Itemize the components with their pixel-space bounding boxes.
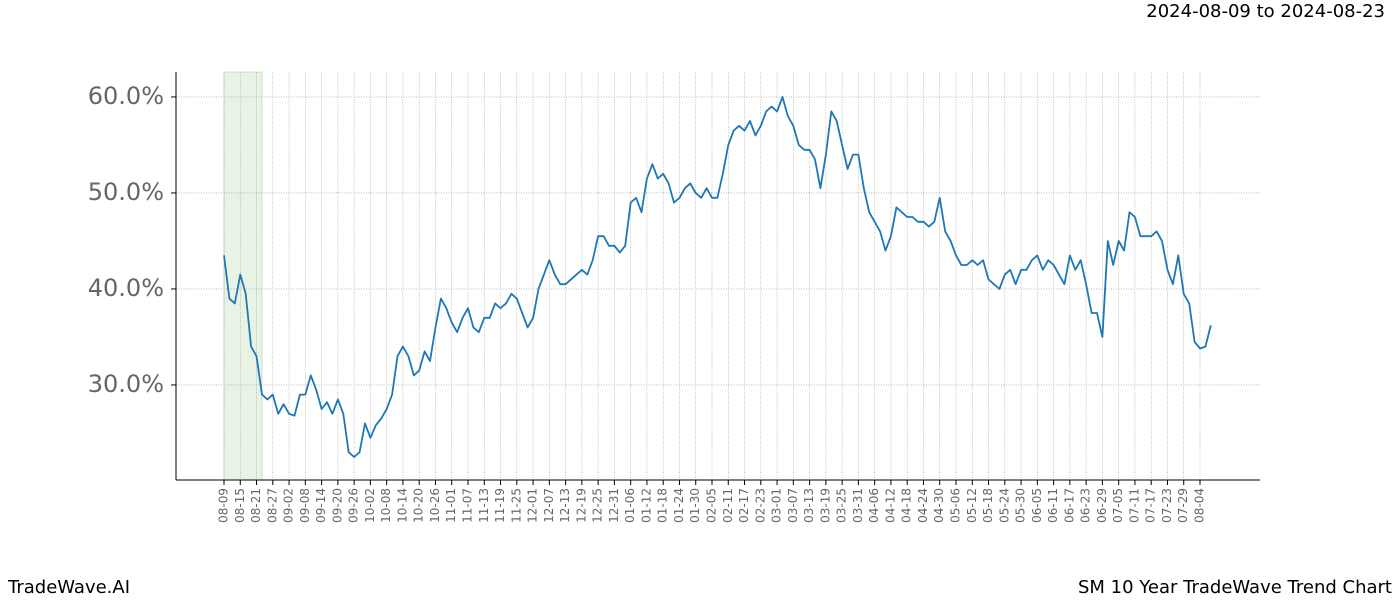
- y-tick-label: 60.0%: [88, 82, 164, 110]
- x-tick-label: 10-02: [363, 488, 377, 523]
- x-tick-label: 03-31: [851, 488, 865, 523]
- x-tick-label: 01-06: [623, 488, 637, 523]
- x-tick-label: 02-11: [721, 488, 735, 523]
- y-tick-label: 40.0%: [88, 274, 164, 302]
- x-tick-label: 07-11: [1127, 488, 1141, 523]
- y-tick-label: 50.0%: [88, 178, 164, 206]
- y-tick-label: 30.0%: [88, 370, 164, 398]
- x-tick-label: 08-04: [1193, 488, 1207, 523]
- x-tick-label: 05-24: [997, 488, 1011, 523]
- subtitle: 2024-08-09 to 2024-08-23: [1146, 1, 1385, 22]
- x-tick-label: 06-29: [1095, 488, 1109, 523]
- x-tick-label: 11-13: [477, 488, 491, 523]
- plot-area: 30.0% 40.0% 50.0% 60.0% 08-09 08-15 08-21 08-27…: [88, 72, 1260, 523]
- x-tick-label: 06-17: [1062, 488, 1076, 523]
- x-tick-label: 09-14: [314, 488, 328, 523]
- x-tick-label: 04-24: [916, 488, 930, 523]
- x-tick-label: 09-20: [330, 488, 344, 523]
- x-tick-label: 12-01: [526, 488, 540, 523]
- x-tick-label: 04-06: [867, 488, 881, 523]
- x-tick-label: 11-07: [461, 488, 475, 523]
- x-tick-label: 03-19: [818, 488, 832, 523]
- highlight-span: [223, 71, 263, 481]
- x-tick-label: 12-25: [591, 488, 605, 523]
- x-tick-label: 10-08: [379, 488, 393, 523]
- x-tick-label: 06-11: [1046, 488, 1060, 523]
- x-tick-label: 02-17: [737, 488, 751, 523]
- x-tick-label: 04-12: [883, 488, 897, 523]
- x-tick-label: 06-23: [1079, 488, 1093, 523]
- x-tick-label: 11-19: [493, 488, 507, 523]
- x-tick-label: 07-05: [1111, 488, 1125, 523]
- source: TradeWave.AI: [7, 577, 130, 598]
- x-tick-label: 12-07: [542, 488, 556, 523]
- x-tick-label: 10-20: [412, 488, 426, 523]
- x-tick-label: 08-21: [249, 488, 263, 523]
- x-tick-label: 04-18: [900, 488, 914, 523]
- x-tick-label: 07-29: [1176, 488, 1190, 523]
- x-tick-label: 03-01: [770, 488, 784, 523]
- trend-line: [223, 96, 1212, 458]
- x-tick-label: 12-13: [558, 488, 572, 523]
- x-tick-label: 01-12: [639, 488, 653, 523]
- x-tick-label: 01-24: [672, 488, 686, 523]
- x-tick-label: 12-19: [574, 488, 588, 523]
- x-tick-label: 06-05: [1030, 488, 1044, 523]
- x-tick-label: 05-18: [981, 488, 995, 523]
- x-tick-label: 11-01: [444, 488, 458, 523]
- x-tick-label: 08-15: [233, 488, 247, 523]
- x-tick-label: 11-25: [509, 488, 523, 523]
- x-tick-label: 09-26: [347, 488, 361, 523]
- chart-title: SM 10 Year TradeWave Trend Chart: [1078, 577, 1392, 598]
- x-tick-label: 10-26: [428, 488, 442, 523]
- x-tick-label: 05-06: [949, 488, 963, 523]
- x-tick-label: 04-30: [932, 488, 946, 523]
- x-tick-label: 07-23: [1160, 488, 1174, 523]
- x-tick-label: 10-14: [395, 488, 409, 523]
- x-tick-label: 03-25: [835, 488, 849, 523]
- x-tick-label: 08-09: [217, 488, 231, 523]
- x-tick-label: 05-30: [1014, 488, 1028, 523]
- x-tick-label: 01-30: [688, 488, 702, 523]
- x-tick-label: 12-31: [607, 488, 621, 523]
- x-tick-label: 02-05: [705, 488, 719, 523]
- x-tick-label: 01-18: [656, 488, 670, 523]
- x-tick-label: 03-13: [802, 488, 816, 523]
- x-tick-label: 07-17: [1144, 488, 1158, 523]
- x-tick-label: 02-23: [753, 488, 767, 523]
- x-tick-label: 03-07: [786, 488, 800, 523]
- x-tick-label: 09-02: [282, 488, 296, 523]
- x-tick-label: 08-27: [265, 488, 279, 523]
- x-tick-label: 09-08: [298, 488, 312, 523]
- x-tick-label: 05-12: [965, 488, 979, 523]
